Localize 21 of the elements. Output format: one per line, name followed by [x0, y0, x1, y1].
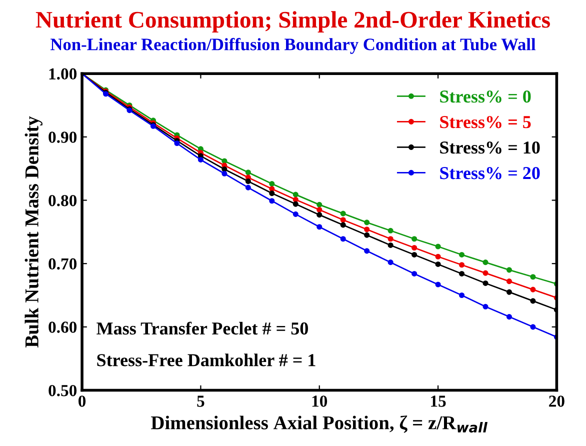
- x-tick-label: 10: [312, 396, 328, 407]
- x-tick-label: 20: [549, 396, 564, 407]
- x-tick-label: 15: [431, 396, 446, 407]
- annotation: Stress-Free Damkohler # = 1: [97, 354, 316, 366]
- y-tick-label: 0.70: [48, 258, 77, 270]
- legend-label: Stress% = 0: [440, 90, 531, 103]
- y-tick-label: 0.50: [48, 384, 77, 396]
- legend-label: Stress% = 10: [440, 141, 540, 154]
- y-tick-label: 0.90: [48, 132, 77, 143]
- x-axis-title: Dimensionless Axial Position, ζ = z/R$_{wall}$: [151, 416, 488, 433]
- y-tick-label: 1.00: [49, 68, 77, 80]
- chart-title: Nutrient Consumption; Simple 2nd-Order Kinetics: [36, 11, 550, 33]
- legend-label: Stress% = 20: [440, 167, 540, 180]
- y-tick-label: 0.80: [48, 194, 77, 206]
- x-tick-label: 0: [78, 396, 86, 407]
- x-tick-label: 5: [197, 396, 204, 407]
- y-tick-label: 0.60: [48, 322, 77, 333]
- legend-label: Stress% = 5: [440, 116, 531, 128]
- y-axis-title: Bulk Nutrient Mass Density: [24, 116, 42, 348]
- chart-subtitle: Non-Linear Reaction/Diffusion Boundary Condition at Tube Wall: [50, 38, 536, 54]
- annotation: Mass Transfer Peclet # = 50: [96, 322, 308, 335]
